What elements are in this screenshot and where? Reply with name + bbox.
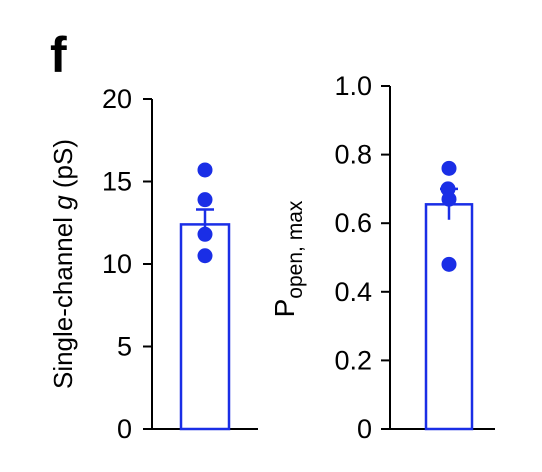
y-tick-label: 0 bbox=[117, 414, 132, 444]
data-point bbox=[441, 160, 457, 176]
y-axis-title-subscript: open, max bbox=[284, 200, 307, 299]
chart-single-channel-conductance: Single-channel g (pS) 0 5 10 15 20 bbox=[48, 84, 258, 444]
y-tick-label: 0 bbox=[357, 414, 372, 444]
y-tick-label: 15 bbox=[102, 167, 132, 197]
y-axis-title: Single-channel g (pS) bbox=[48, 139, 78, 389]
y-tick-label: 10 bbox=[102, 249, 132, 279]
y-tick-label: 20 bbox=[102, 84, 132, 114]
data-point bbox=[197, 192, 213, 208]
data-point bbox=[197, 162, 213, 178]
chart-open-probability: Popen, max 0 0.2 0.4 0.6 0.8 1.0 bbox=[269, 71, 495, 444]
y-axis-title-main: P bbox=[269, 299, 300, 318]
y-axis-title-italic: g bbox=[48, 195, 78, 210]
data-point bbox=[441, 191, 457, 207]
panel-label: f bbox=[50, 27, 67, 83]
y-axis-title-unit: (pS) bbox=[48, 139, 78, 195]
y-tick-label: 0.2 bbox=[334, 345, 372, 375]
y-tick-label: 0.6 bbox=[334, 208, 372, 238]
data-point bbox=[197, 248, 213, 264]
bar bbox=[424, 203, 474, 431]
y-tick-label: 0.8 bbox=[334, 140, 372, 170]
y-tick-label: 0.4 bbox=[334, 277, 372, 307]
data-point bbox=[441, 256, 457, 272]
y-axis-title-part: Single-channel bbox=[48, 210, 78, 389]
y-axis-title: Popen, max bbox=[269, 200, 307, 317]
data-point bbox=[197, 226, 213, 242]
y-tick-label: 1.0 bbox=[334, 71, 372, 101]
y-tick-label: 5 bbox=[117, 332, 132, 362]
